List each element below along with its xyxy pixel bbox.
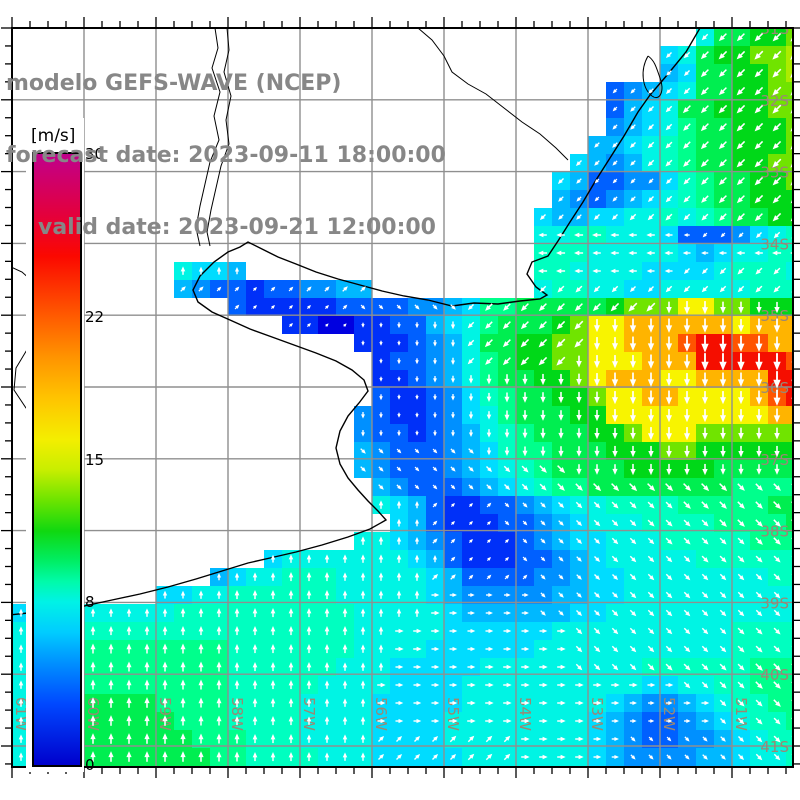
river-line — [195, 28, 221, 247]
river-line — [206, 28, 232, 247]
forecast-date: forecast date: 2023-09-11 18:00:00 — [6, 143, 446, 168]
colorbar-tick-label: 0 — [85, 756, 95, 774]
lat-label: 41S — [760, 738, 789, 756]
lon-label: 56W — [372, 697, 390, 731]
colorbar — [32, 152, 82, 767]
lat-label: 32S — [760, 92, 789, 110]
colorbar-tick-label: 22 — [85, 307, 105, 326]
title-block: modelo GEFS-WAVE (NCEP) forecast date: 2… — [6, 24, 446, 288]
lon-label: 52W — [660, 697, 678, 731]
lon-label: 60W — [84, 697, 102, 731]
colorbar-tick-label: 8 — [85, 593, 95, 612]
lat-label: 39S — [760, 594, 789, 612]
lon-label: 55W — [444, 697, 462, 731]
coastline — [12, 28, 701, 616]
wind-arrows — [18, 32, 793, 762]
lat-label: 35S — [760, 307, 789, 325]
colorbar-unit-label: [m/s] — [31, 126, 76, 146]
river-line — [417, 28, 569, 161]
lon-label: 57W — [300, 697, 318, 731]
lat-label: 38S — [760, 523, 789, 541]
lon-label: 61W — [12, 697, 30, 731]
lat-label: 34S — [760, 235, 789, 253]
lat-label: 31S — [760, 20, 789, 38]
plot-border — [11, 27, 794, 768]
lon-label: 51W — [732, 697, 750, 731]
river-line — [642, 55, 663, 98]
lon-label: 54W — [516, 697, 534, 731]
lat-label: 37S — [760, 451, 789, 469]
lon-label: 58W — [228, 697, 246, 731]
lat-label: 40S — [760, 666, 789, 684]
lat-label: 33S — [760, 164, 789, 182]
lon-label: 53W — [588, 697, 606, 731]
model-title: modelo GEFS-WAVE (NCEP) — [6, 71, 342, 96]
valid-date: valid date: 2023-09-21 12:00:00 — [38, 215, 436, 240]
axis-ticks — [1, 17, 800, 778]
lat-label: 36S — [760, 379, 789, 397]
colorbar-tick-label: 15 — [85, 450, 105, 469]
colorbar-tick-label: 30 — [85, 145, 105, 163]
lon-label: 59W — [156, 697, 174, 731]
